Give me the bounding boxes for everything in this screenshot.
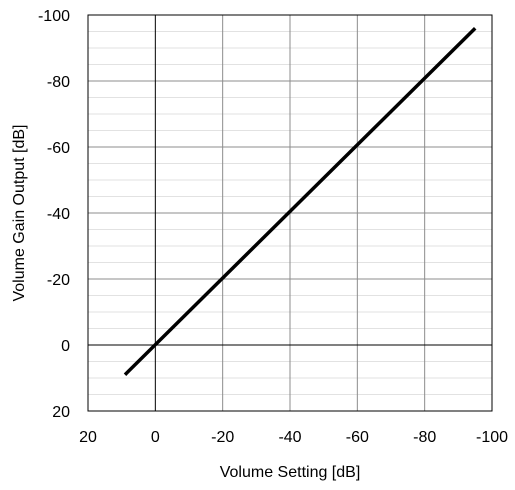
- plot-border: [87, 14, 493, 412]
- y-tick-label: -60: [47, 140, 70, 157]
- x-tick-label: 20: [79, 429, 97, 446]
- x-tick-label: -80: [413, 429, 436, 446]
- series-line: [123, 26, 477, 376]
- x-tick-label: -60: [346, 429, 369, 446]
- y-tick-labels: -100 -80 -60 -40 -20 0 20: [38, 8, 70, 421]
- y-tick-label: -20: [47, 272, 70, 289]
- x-axis-title: Volume Setting [dB]: [220, 464, 361, 481]
- y-axis-title: Volume Gain Output [dB]: [11, 125, 28, 302]
- y-tick-label: -80: [47, 74, 70, 91]
- x-tick-label: -40: [278, 429, 301, 446]
- y-tick-label: -100: [38, 8, 70, 25]
- x-tick-labels: 20 0 -20 -40 -60 -80 -100: [79, 429, 508, 446]
- y-tick-label: 0: [61, 338, 70, 355]
- y-tick-label: -40: [47, 206, 70, 223]
- x-tick-label: -20: [211, 429, 234, 446]
- series-group: [123, 26, 477, 376]
- x-tick-label: 0: [151, 429, 160, 446]
- y-tick-label: 20: [52, 404, 70, 421]
- x-tick-label: -100: [476, 429, 508, 446]
